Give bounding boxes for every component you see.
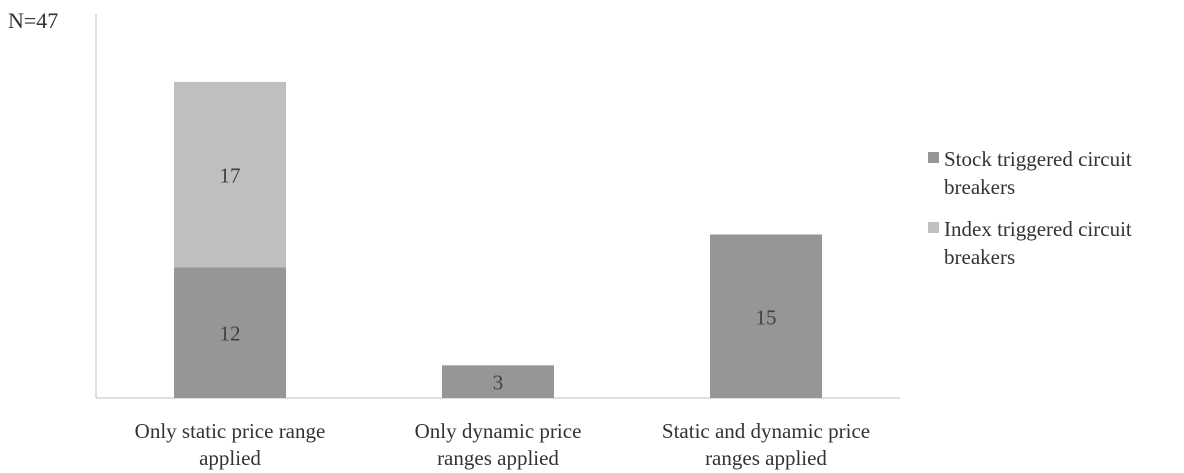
data-label-stock-0: 12 bbox=[220, 322, 241, 346]
data-label-stock-2: 15 bbox=[756, 305, 777, 329]
data-label-stock-1: 3 bbox=[493, 371, 504, 395]
x-tick-label-2-1: ranges applied bbox=[705, 446, 827, 470]
legend-label-stock: Stock triggered circuit breakers bbox=[944, 147, 1132, 199]
legend-swatch-stock bbox=[928, 152, 939, 163]
x-tick-label-0-1: applied bbox=[199, 446, 261, 470]
bar-stock-1 bbox=[442, 365, 554, 398]
legend-item-index: Index triggered circuit breakers bbox=[928, 215, 1184, 271]
bar-stock-2 bbox=[710, 234, 822, 398]
legend-swatch-index bbox=[928, 222, 939, 233]
legend-label-index: Index triggered circuit breakers bbox=[944, 217, 1132, 269]
data-label-index-0: 17 bbox=[220, 164, 241, 188]
legend: Stock triggered circuit breakers Index t… bbox=[928, 145, 1184, 285]
x-tick-label-1-1: ranges applied bbox=[437, 446, 559, 470]
x-tick-label-2-0: Static and dynamic price bbox=[662, 419, 870, 443]
sample-size-label: N=47 bbox=[8, 8, 59, 33]
x-tick-label-0-0: Only static price range bbox=[135, 419, 326, 443]
bar-stock-0 bbox=[174, 267, 286, 398]
bar-index-0 bbox=[174, 81, 286, 268]
x-tick-label-1-0: Only dynamic price bbox=[415, 419, 582, 443]
legend-item-stock: Stock triggered circuit breakers bbox=[928, 145, 1184, 201]
